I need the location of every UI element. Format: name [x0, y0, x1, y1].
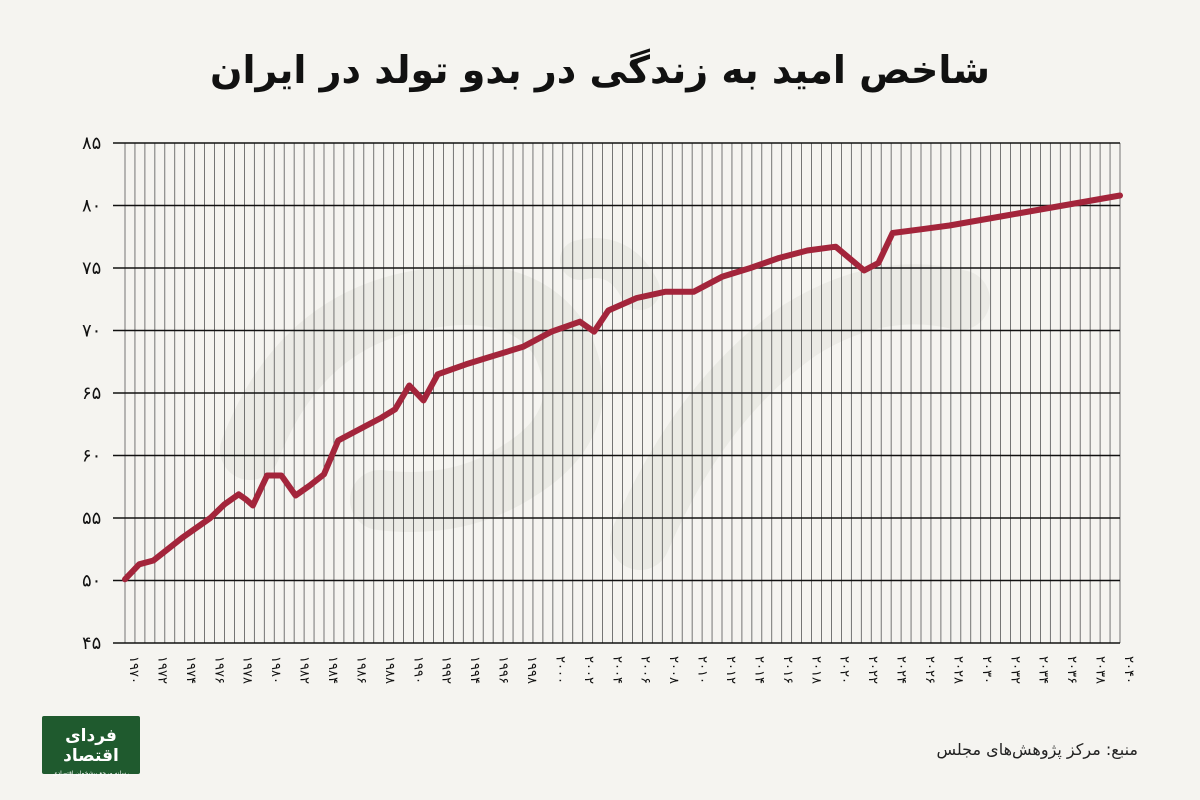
life-expectancy-line — [122, 192, 1123, 583]
x-tick-label: ۱۹۹۸ — [524, 656, 539, 684]
x-tick-label: ۱۹۹۶ — [496, 656, 511, 684]
x-tick-label: ۲۰۲۴ — [894, 656, 909, 684]
x-tick-label: ۱۹۹۴ — [467, 656, 482, 684]
x-tick-label: ۲۰۴۰ — [1121, 656, 1136, 684]
x-tick-label: ۲۰۰۴ — [609, 656, 624, 684]
x-tick-label: ۱۹۸۰ — [268, 656, 283, 684]
y-tick-label: ۴۵ — [82, 633, 101, 654]
y-tick-label: ۵۵ — [82, 508, 101, 529]
source-note: منبع: مرکز پژوهش‌های مجلس — [936, 740, 1138, 759]
x-tick-label: ۲۰۱۶ — [780, 656, 795, 684]
x-tick-label: ۱۹۹۲ — [439, 656, 454, 684]
x-tick-label: ۱۹۸۸ — [382, 656, 397, 684]
x-tick-label: ۱۹۷۰ — [126, 656, 141, 684]
x-tick-label: ۲۰۲۸ — [950, 656, 965, 684]
x-tick-label: ۱۹۷۴ — [183, 656, 198, 684]
y-tick-label: ۸۵ — [82, 133, 101, 154]
x-tick-label: ۲۰۰۶ — [638, 656, 653, 684]
x-tick-label: ۲۰۱۴ — [751, 656, 766, 684]
x-tick-label: ۲۰۱۲ — [723, 656, 738, 684]
y-axis-labels: ۴۵ ۵۰ ۵۵ ۶۰ ۶۵ ۷۰ ۷۵ ۸۰ ۸۵ — [82, 133, 101, 654]
x-tick-label: ۲۰۳۸ — [1093, 656, 1108, 684]
x-tick-label: ۲۰۲۶ — [922, 656, 937, 684]
y-tick-label: ۷۰ — [82, 321, 101, 342]
y-tick-label: ۶۰ — [82, 446, 101, 467]
x-axis-labels: ۱۹۷۰ ۱۹۷۲ ۱۹۷۴ ۱۹۷۶ ۱۹۷۸ ۱۹۸۰ ۱۹۸۲ ۱۹۸۴ ۱۹۸۶ ۱۹۸۸… — [126, 656, 1136, 684]
y-tick-label: ۷۵ — [82, 258, 101, 279]
x-tick-label: ۲۰۳۰ — [979, 656, 994, 684]
y-tick-label: ۵۰ — [82, 571, 101, 592]
x-tick-label: ۲۰۰۸ — [666, 656, 681, 684]
y-tick-label: ۶۵ — [82, 383, 101, 404]
x-tick-label: ۱۹۹۰ — [410, 656, 425, 684]
x-tick-label: ۲۰۳۲ — [1007, 656, 1022, 684]
x-tick-label: ۲۰۱۸ — [808, 656, 823, 684]
x-tick-label: ۲۰۱۰ — [695, 656, 710, 684]
y-tick-label: ۸۰ — [82, 196, 101, 217]
x-tick-label: ۱۹۷۲ — [154, 656, 169, 684]
logo-name: فردای اقتصاد — [63, 726, 119, 766]
watermark-logo — [220, 238, 990, 570]
x-tick-label: ۲۰۳۶ — [1064, 656, 1079, 684]
x-tick-label: ۱۹۷۸ — [240, 656, 255, 684]
logo-tagline: رسانه مرجع پیشخوان اقتصادی — [52, 770, 130, 777]
horizontal-grid — [113, 142, 1120, 644]
x-tick-label: ۲۰۲۲ — [865, 656, 880, 684]
x-tick-label: ۱۹۸۶ — [353, 656, 368, 684]
x-tick-label: ۱۹۷۶ — [211, 656, 226, 684]
x-tick-label: ۲۰۲۰ — [837, 656, 852, 684]
x-tick-label: ۲۰۰۰ — [552, 656, 567, 684]
x-tick-label: ۲۰۰۲ — [581, 656, 596, 684]
chart-title: شاخص امید به زندگی در بدو تولد در ایران — [210, 48, 990, 92]
brand-logo: فردای اقتصاد رسانه مرجع پیشخوان اقتصادی — [42, 716, 140, 777]
x-tick-label: ۲۰۳۴ — [1036, 656, 1051, 684]
x-tick-label: ۱۹۸۲ — [297, 656, 312, 684]
x-tick-label: ۱۹۸۴ — [325, 656, 340, 684]
